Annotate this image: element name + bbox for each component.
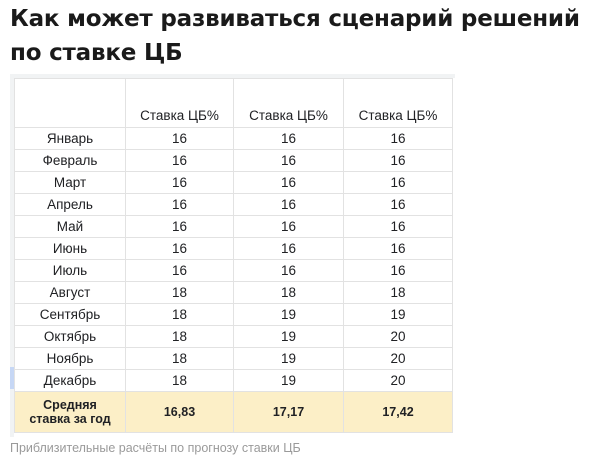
month-cell: Ноябрь bbox=[14, 347, 126, 370]
table-row: Август 18 18 18 bbox=[14, 281, 453, 304]
rate-cell: 16 bbox=[125, 149, 234, 172]
column-header: Ставка ЦБ% bbox=[343, 78, 453, 128]
rate-cell: 16 bbox=[125, 259, 234, 282]
table-row: Январь 16 16 16 bbox=[14, 127, 453, 150]
table-row: Апрель 16 16 16 bbox=[14, 193, 453, 216]
rate-cell: 20 bbox=[343, 325, 453, 348]
rate-cell: 19 bbox=[233, 369, 344, 392]
table-row: Март 16 16 16 bbox=[14, 171, 453, 194]
rate-cell: 16 bbox=[343, 193, 453, 216]
rate-cell: 16 bbox=[233, 171, 344, 194]
month-cell: Июнь bbox=[14, 237, 126, 260]
rate-cell: 19 bbox=[233, 347, 344, 370]
rate-cell: 19 bbox=[233, 325, 344, 348]
table-row: Июль 16 16 16 bbox=[14, 259, 453, 282]
row-selection-marker bbox=[10, 367, 14, 389]
month-cell: Сентябрь bbox=[14, 303, 126, 326]
rate-cell: 19 bbox=[343, 303, 453, 326]
rate-cell: 18 bbox=[125, 369, 234, 392]
rate-cell: 16 bbox=[343, 259, 453, 282]
rate-cell: 20 bbox=[343, 347, 453, 370]
month-cell: Октябрь bbox=[14, 325, 126, 348]
rate-cell: 18 bbox=[125, 281, 234, 304]
table-row: Май 16 16 16 bbox=[14, 215, 453, 238]
table-row: Февраль 16 16 16 bbox=[14, 149, 453, 172]
table-row: Сентябрь 18 19 19 bbox=[14, 303, 453, 326]
average-label-line2: ставка за год bbox=[29, 412, 111, 426]
rate-cell: 16 bbox=[233, 193, 344, 216]
average-label: Средняя ставка за год bbox=[14, 391, 126, 433]
average-value: 16,83 bbox=[125, 391, 234, 433]
corner-cell bbox=[14, 78, 126, 128]
rate-cell: 16 bbox=[233, 237, 344, 260]
rate-cell: 18 bbox=[233, 281, 344, 304]
rate-cell: 16 bbox=[233, 215, 344, 238]
rate-cell: 16 bbox=[125, 237, 234, 260]
table-row: Июнь 16 16 16 bbox=[14, 237, 453, 260]
rate-cell: 16 bbox=[125, 127, 234, 150]
month-cell: Декабрь bbox=[14, 369, 126, 392]
article-heading: Как может развиваться сценарий решений п… bbox=[10, 6, 580, 66]
rate-cell: 16 bbox=[343, 149, 453, 172]
rate-cell: 16 bbox=[343, 127, 453, 150]
rate-cell: 19 bbox=[233, 303, 344, 326]
month-cell: Февраль bbox=[14, 149, 126, 172]
table-row: Декабрь 18 19 20 bbox=[14, 369, 453, 392]
month-cell: Июль bbox=[14, 259, 126, 282]
average-value: 17,17 bbox=[233, 391, 344, 433]
average-value: 17,42 bbox=[343, 391, 453, 433]
rate-scenario-table: Ставка ЦБ% Ставка ЦБ% Ставка ЦБ% Январь 1… bbox=[14, 78, 453, 433]
table-body: Январь 16 16 16 Февраль 16 16 16 Март 16 16 16 Апрел… bbox=[14, 127, 453, 392]
rate-cell: 16 bbox=[343, 215, 453, 238]
rate-cell: 16 bbox=[233, 259, 344, 282]
spreadsheet-image: Ставка ЦБ% Ставка ЦБ% Ставка ЦБ% Январь 1… bbox=[10, 74, 455, 437]
table-row: Октябрь 18 19 20 bbox=[14, 325, 453, 348]
rate-cell: 20 bbox=[343, 369, 453, 392]
rate-cell: 16 bbox=[343, 237, 453, 260]
average-row: Средняя ставка за год 16,83 17,17 17,42 bbox=[14, 391, 453, 433]
column-header: Ставка ЦБ% bbox=[125, 78, 234, 128]
rate-cell: 16 bbox=[233, 127, 344, 150]
month-cell: Август bbox=[14, 281, 126, 304]
rate-cell: 16 bbox=[343, 171, 453, 194]
table-row: Ноябрь 18 19 20 bbox=[14, 347, 453, 370]
rate-cell: 18 bbox=[125, 325, 234, 348]
month-cell: Апрель bbox=[14, 193, 126, 216]
rate-cell: 18 bbox=[125, 347, 234, 370]
column-header-strip bbox=[10, 74, 455, 78]
rate-cell: 18 bbox=[343, 281, 453, 304]
average-label-line1: Средняя bbox=[43, 398, 97, 412]
month-cell: Май bbox=[14, 215, 126, 238]
rate-cell: 16 bbox=[125, 193, 234, 216]
table-header-row: Ставка ЦБ% Ставка ЦБ% Ставка ЦБ% bbox=[14, 78, 453, 128]
month-cell: Январь bbox=[14, 127, 126, 150]
month-cell: Март bbox=[14, 171, 126, 194]
image-caption: Приблизительные расчёты по прогнозу став… bbox=[10, 441, 301, 455]
rate-cell: 18 bbox=[125, 303, 234, 326]
column-header: Ставка ЦБ% bbox=[233, 78, 344, 128]
rate-cell: 16 bbox=[125, 215, 234, 238]
row-header-strip bbox=[10, 75, 14, 437]
rate-cell: 16 bbox=[233, 149, 344, 172]
rate-cell: 16 bbox=[125, 171, 234, 194]
